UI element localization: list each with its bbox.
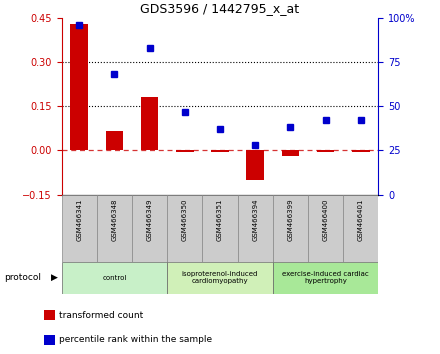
Bar (141, 97, 158, 150)
Text: GSM466349: GSM466349 (147, 198, 153, 241)
Text: GSM466400: GSM466400 (323, 198, 329, 241)
Text: transformed count: transformed count (59, 310, 143, 320)
Bar (167, 195, 202, 262)
Text: GSM466350: GSM466350 (182, 198, 188, 241)
Text: GSM466351: GSM466351 (217, 198, 223, 241)
Text: isoproterenol-induced
cardiomyopathy: isoproterenol-induced cardiomyopathy (182, 272, 258, 284)
Bar (238, 195, 273, 262)
Text: ▶: ▶ (51, 273, 58, 282)
Title: GDS3596 / 1442795_x_at: GDS3596 / 1442795_x_at (140, 2, 300, 15)
Text: GSM466401: GSM466401 (358, 198, 364, 241)
Bar (106, 131, 123, 150)
Text: exercise-induced cardiac
hypertrophy: exercise-induced cardiac hypertrophy (282, 272, 369, 284)
Bar (176, 150, 194, 152)
Bar (62, 195, 97, 262)
Text: GSM466399: GSM466399 (287, 198, 293, 241)
Bar (70, 24, 88, 150)
Text: GSM466348: GSM466348 (111, 198, 117, 241)
Bar (97, 195, 132, 262)
Bar (282, 150, 299, 156)
Bar (343, 195, 378, 262)
Bar (246, 150, 264, 180)
Bar (317, 150, 334, 152)
Text: control: control (102, 275, 127, 281)
Bar (273, 195, 308, 262)
Text: protocol: protocol (4, 273, 41, 282)
Bar (273, 262, 378, 294)
Bar (132, 195, 167, 262)
Bar (62, 262, 167, 294)
Bar (308, 195, 343, 262)
Bar (211, 150, 229, 152)
Bar (167, 262, 273, 294)
Bar (202, 195, 238, 262)
Text: percentile rank within the sample: percentile rank within the sample (59, 335, 213, 344)
Bar (352, 150, 370, 152)
Text: GSM466394: GSM466394 (252, 198, 258, 241)
Text: GSM466341: GSM466341 (76, 198, 82, 241)
